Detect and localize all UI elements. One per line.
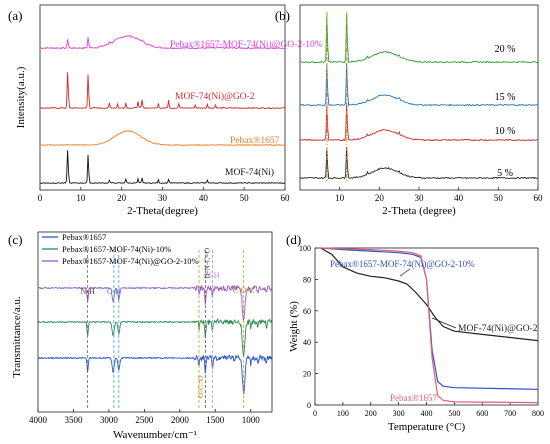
panel-c-annotation: C-H xyxy=(107,287,121,296)
panel-d-xtick-label: 400 xyxy=(421,409,433,418)
panel-c-annotation: O-C=O xyxy=(196,375,205,398)
panel-d-label-pointer xyxy=(431,317,457,329)
panel-a-series-line xyxy=(39,150,286,184)
panel-d-series-line xyxy=(320,247,539,342)
panel-b-xlabel: 2-Theta (degree) xyxy=(382,205,456,217)
panel-d-xlabel: Temperature (°C) xyxy=(388,421,466,433)
panel-b-xtick-label: 60 xyxy=(534,193,544,203)
panel-a-xtick-label: 30 xyxy=(158,193,168,203)
panel-a-xtick-label: 0 xyxy=(38,193,43,203)
panel-d-xtick-label: 500 xyxy=(448,409,460,418)
panel-a-xtick-label: 20 xyxy=(117,193,127,203)
panel-d-series-line xyxy=(320,247,539,404)
panel-d-label: (d) xyxy=(286,232,301,247)
panel-b-xtick-label: 40 xyxy=(454,193,464,203)
panel-c-xlabel: Wavenumber/cm⁻¹ xyxy=(113,429,197,441)
panel-c-ylabel: Transmittance/a.u. xyxy=(11,296,23,378)
panel-b-series-label: 15 % xyxy=(495,92,516,103)
panel-a-xtick-label: 40 xyxy=(199,193,209,203)
panel-d-ytick-label: 60 xyxy=(303,307,311,316)
panel-b-series-line xyxy=(299,62,539,107)
panel-a-series-label: MOF-74(Ni)@GO-2 xyxy=(175,91,255,102)
panel-c: (c) 4000 3500 3000 2500 2000 1500 1000 Wavenumbe… xyxy=(8,231,273,441)
panel-b-label: (b) xyxy=(275,8,290,23)
panel-d: (d) 0 100 200 300 400 500 600 700 800 0 20 40 60 80 100… xyxy=(286,232,544,433)
panel-d-xtick-label: 0 xyxy=(313,409,317,418)
panel-b-xtick-label: 10 xyxy=(335,193,345,203)
panel-c-label: (c) xyxy=(8,232,22,247)
panel-d-series-label: Pebax®1657 xyxy=(390,393,437,403)
panel-d-ylabel: Weight (%) xyxy=(288,301,300,352)
panel-a-xtick-label: 60 xyxy=(281,193,291,203)
panel-c-legend-label: Pebax®1657-MOF-74(Ni)-10% xyxy=(62,244,171,254)
panel-b-series-line xyxy=(299,102,539,142)
panel-a-series-line xyxy=(39,130,286,146)
panel-b-series-label: 10 % xyxy=(495,126,516,137)
panel-a-ylabel: Intensity(a.u.) xyxy=(15,66,27,128)
panel-c-legend-label: Pebax®1657-MOF-74(Ni)@GO-2-10% xyxy=(62,256,199,266)
panel-c-annotation: N-H xyxy=(205,271,219,280)
panel-c-xtick-label: 2500 xyxy=(135,415,154,425)
panel-d-xtick-label: 100 xyxy=(337,409,349,418)
panel-b-xtick-label: 50 xyxy=(494,193,504,203)
panel-d-xtick-label: 300 xyxy=(393,409,405,418)
panel-a-series-label: Pebax®1657-MOF-74(Ni)@GO-2-10% xyxy=(170,39,323,50)
panel-b: (b) 10 20 30 40 50 60 2-Theta (degree) 20 % 15 % 1… xyxy=(275,4,544,217)
panel-d-label-pointer xyxy=(399,268,411,277)
panel-a-series-label: MOF-74(Ni) xyxy=(225,167,274,178)
panel-b-series-line xyxy=(299,14,539,64)
panel-d-xtick-label: 200 xyxy=(365,409,377,418)
panel-c-series-line xyxy=(37,353,273,395)
panel-d-xtick-label: 600 xyxy=(476,409,488,418)
panel-c-legend-label: Pebax®1657 xyxy=(62,232,106,242)
panel-d-series-label: MOF-74(Ni)@GO-2 xyxy=(458,323,538,334)
panel-c-xtick-label: 1500 xyxy=(206,415,225,425)
panel-d-ytick-label: 100 xyxy=(299,244,311,253)
panel-b-series-label: 20 % xyxy=(495,44,516,55)
panel-a-series-line xyxy=(39,34,286,50)
panel-c-xtick-label: 4000 xyxy=(29,415,48,425)
panel-c-xtick-label: 1000 xyxy=(242,415,261,425)
panel-c-series-line xyxy=(37,317,273,358)
panel-b-xtick-label: 20 xyxy=(375,193,385,203)
panel-d-ytick-label: 80 xyxy=(303,275,311,284)
panel-d-ytick-label: 40 xyxy=(303,338,311,347)
panel-c-annotation: C-O-C xyxy=(233,286,255,295)
panel-b-series-label: 5 % xyxy=(497,168,513,179)
panel-c-series-line xyxy=(37,284,272,321)
panel-c-annotation: H-N-C=O xyxy=(202,247,211,278)
panel-a-series-label: Pebax®1657 xyxy=(230,135,280,146)
panel-a-label: (a) xyxy=(8,8,22,23)
panel-d-ytick-label: 0 xyxy=(307,401,311,410)
panel-a-xtick-label: 10 xyxy=(76,193,86,203)
panel-c-annotation: N-H xyxy=(81,287,95,296)
panel-a-xtick-label: 50 xyxy=(240,193,250,203)
panel-d-xtick-label: 800 xyxy=(532,409,544,418)
panel-d-ytick-label: 20 xyxy=(303,370,311,379)
panel-d-xtick-label: 700 xyxy=(504,409,516,418)
panel-c-xtick-label: 3500 xyxy=(64,415,83,425)
panel-c-xtick-label: 2000 xyxy=(171,415,190,425)
panel-c-xtick-label: 3000 xyxy=(100,415,119,425)
panel-a: (a) 0 10 20 30 40 50 60 2-Theta(degree) Intensity… xyxy=(8,4,323,217)
panel-d-series-label: Pebax®1657-MOF-74(Ni)@GO-2-10% xyxy=(330,259,475,269)
panel-a-xlabel: 2-Theta(degree) xyxy=(127,205,198,217)
panel-b-xtick-label: 30 xyxy=(415,193,425,203)
panel-b-series-line xyxy=(299,146,539,180)
panel-a-series-line xyxy=(39,72,286,110)
